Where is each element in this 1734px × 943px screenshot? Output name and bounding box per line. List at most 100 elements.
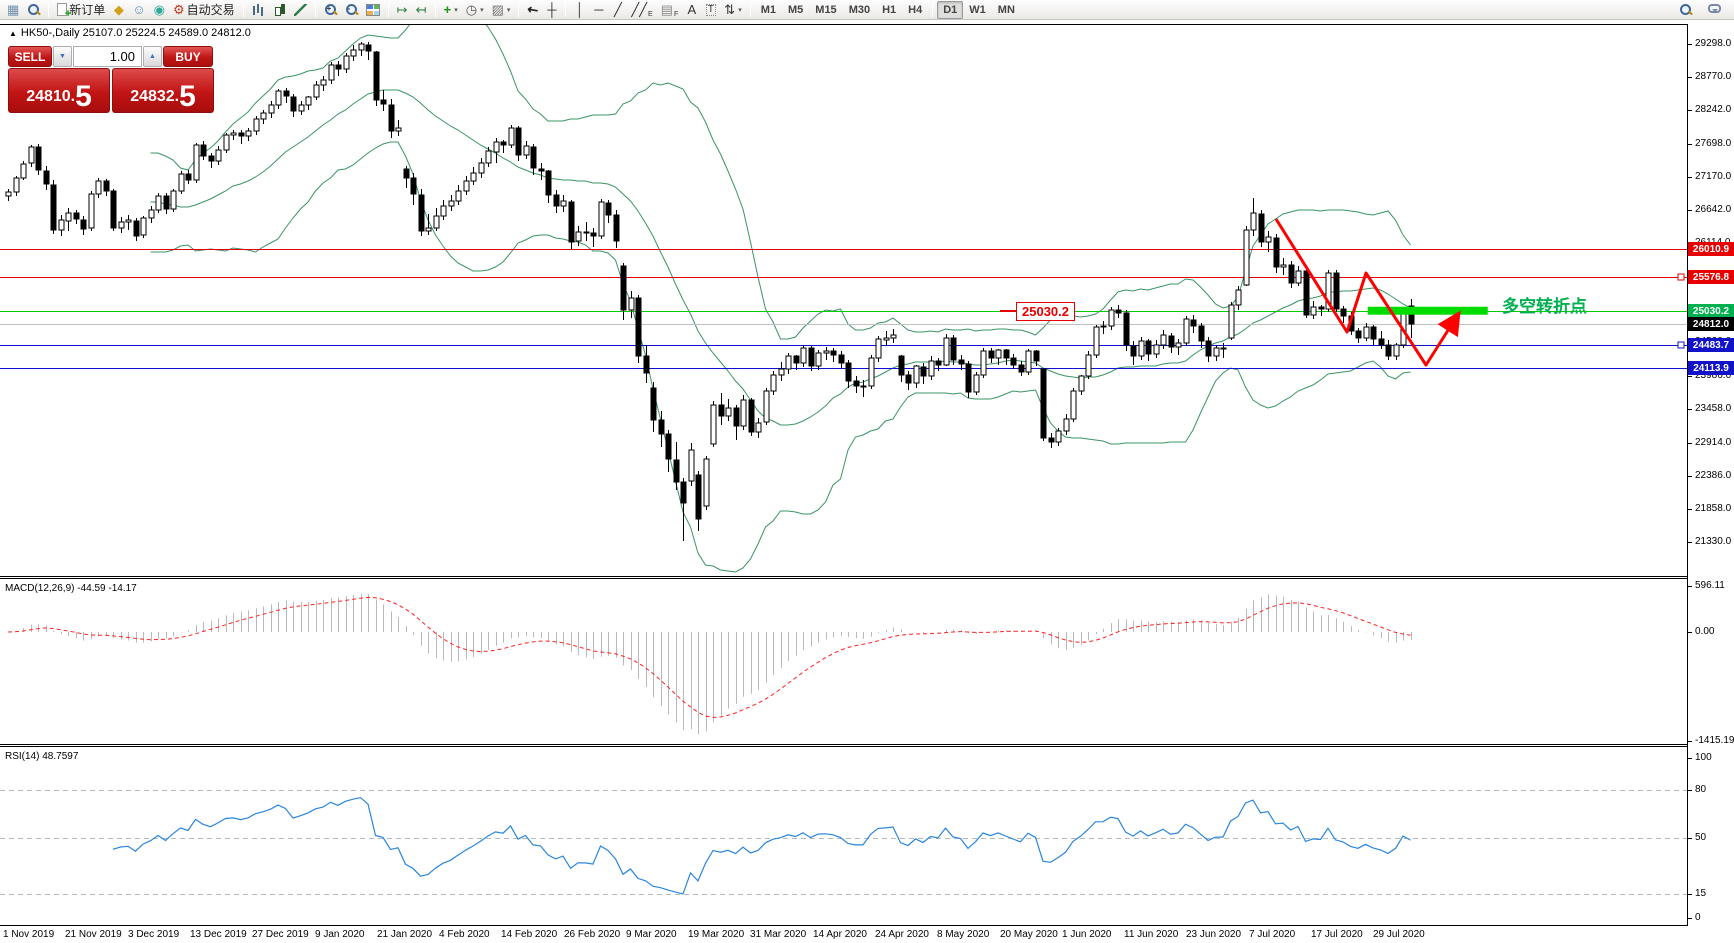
rsi-chart[interactable] bbox=[0, 747, 1688, 924]
price-badge: 24812.0 bbox=[1688, 317, 1734, 331]
price-badge: 25576.8 bbox=[1688, 270, 1734, 284]
sell-button[interactable]: SELL bbox=[8, 46, 52, 67]
indicators-dropdown-icon[interactable]: ▾ bbox=[454, 6, 458, 14]
main-toolbar: ▦新订单◆☺◉⚙自动交易+-↦↤+▾◷▾▨▾↖┼│─╱╱╱E▤FAT⇅▾M1M5… bbox=[0, 0, 1734, 20]
cursor-icon: ↖ bbox=[524, 0, 542, 19]
horizontal-line-icon: ─ bbox=[594, 2, 604, 17]
timeframe-w1-button[interactable]: W1 bbox=[969, 3, 986, 16]
date-axis-label: 19 Mar 2020 bbox=[688, 929, 745, 940]
new-order-button[interactable]: 新订单 bbox=[53, 1, 109, 20]
date-axis-label: 29 Jul 2020 bbox=[1373, 929, 1425, 940]
tile-windows-icon bbox=[365, 3, 380, 16]
date-axis-label: 8 May 2020 bbox=[937, 929, 990, 940]
metaeditor-button[interactable]: ◆ bbox=[109, 1, 128, 19]
arrows-dropdown-icon[interactable]: ▾ bbox=[738, 6, 742, 14]
macd-chart[interactable] bbox=[0, 579, 1688, 744]
macd-axis-label-tick bbox=[1688, 632, 1692, 633]
sell-price-display[interactable]: 24810. 5 bbox=[8, 68, 110, 113]
date-axis-label: 4 Feb 2020 bbox=[439, 929, 490, 940]
turning-point-label[interactable]: 多空转折点 bbox=[1502, 297, 1587, 316]
price-axis-label: 27698.0 bbox=[1695, 138, 1732, 149]
date-axis[interactable]: 1 Nov 2019 21 Nov 2019 3 Dec 2019 13 Dec 20… bbox=[0, 926, 1734, 943]
collapse-arrow-icon[interactable]: ▲ bbox=[9, 29, 17, 38]
periods-icon: ◷ bbox=[465, 2, 478, 17]
timeframe-m15-button[interactable]: M15 bbox=[815, 3, 837, 16]
fibonacci-sub-label: F bbox=[674, 10, 679, 18]
price-axis-label-tick bbox=[1688, 409, 1692, 410]
periods-button[interactable]: ◷ ▾ bbox=[462, 1, 488, 19]
auto-scroll-button[interactable]: ↦ bbox=[393, 1, 412, 19]
arrows-button[interactable]: ⇅ ▾ bbox=[720, 1, 745, 19]
fibonacci-button[interactable]: ▤ F bbox=[657, 1, 683, 19]
timeframe-m1-button[interactable]: M1 bbox=[760, 3, 776, 16]
profiles-icon bbox=[27, 3, 40, 16]
price-axis-label-tick bbox=[1688, 144, 1692, 145]
timeframe-mn-button[interactable]: MN bbox=[997, 3, 1015, 16]
buy-price-int: 24832. bbox=[130, 88, 180, 105]
volume-down-button[interactable]: ▼ bbox=[53, 46, 72, 67]
chart-title-text: HK50-,Daily 25107.0 25224.5 24589.0 2481… bbox=[20, 27, 251, 39]
bar-chart-mode-button[interactable] bbox=[248, 1, 269, 19]
rsi-axis-label: 15 bbox=[1695, 888, 1707, 899]
trendline-icon: ╱ bbox=[613, 2, 622, 17]
profiles-button[interactable] bbox=[23, 1, 44, 19]
timeframe-h4-button[interactable]: H4 bbox=[908, 3, 923, 16]
mql5-community-icon: ☺ bbox=[132, 2, 146, 17]
signals-button[interactable]: ◉ bbox=[150, 1, 169, 19]
autotrading-label: 自动交易 bbox=[186, 3, 235, 17]
buy-price-display[interactable]: 24832. 5 bbox=[112, 68, 214, 113]
zoom-in-button[interactable]: + bbox=[320, 1, 341, 19]
cursor-button[interactable]: ↖ bbox=[523, 0, 542, 19]
text-button[interactable]: A bbox=[682, 1, 701, 19]
date-axis-label: 26 Feb 2020 bbox=[564, 929, 621, 940]
volume-up-button[interactable]: ▲ bbox=[143, 46, 162, 67]
trendline-button[interactable]: ╱ bbox=[608, 1, 627, 19]
main-chart-pane[interactable]: 25030.2 多空转折点 bbox=[0, 24, 1688, 576]
macd-indicator-pane[interactable] bbox=[0, 579, 1688, 744]
zoom-out-button[interactable]: - bbox=[341, 1, 362, 19]
chat-button[interactable] bbox=[1704, 1, 1725, 19]
pane-border bbox=[0, 925, 1688, 926]
autotrading-button[interactable]: ⚙ 自动交易 bbox=[169, 1, 239, 19]
chart-shift-button[interactable]: ↤ bbox=[412, 1, 431, 19]
timeframe-h1-button[interactable]: H1 bbox=[882, 3, 897, 16]
templates-dropdown-icon[interactable]: ▾ bbox=[506, 6, 511, 14]
line-chart-mode-icon bbox=[293, 3, 307, 16]
timeframe-d1-button[interactable]: D1 bbox=[937, 0, 964, 19]
timeframe-m30-button[interactable]: M30 bbox=[848, 3, 871, 16]
candlestick-mode-icon bbox=[273, 3, 286, 16]
chart-shift-icon: ↤ bbox=[415, 2, 427, 17]
date-axis-label: 31 Mar 2020 bbox=[750, 929, 807, 940]
price-axis[interactable]: 29298.0 28770.0 28242.0 27698.0 27170.0 26642… bbox=[1688, 24, 1734, 926]
date-axis-label: 17 Jul 2020 bbox=[1311, 929, 1363, 940]
mql5-community-button[interactable]: ☺ bbox=[128, 1, 149, 19]
price-annotation-box[interactable]: 25030.2 bbox=[1016, 302, 1075, 321]
buy-button[interactable]: BUY bbox=[163, 46, 213, 67]
price-axis-label-tick bbox=[1688, 542, 1692, 543]
horizontal-line-button[interactable]: ─ bbox=[589, 1, 608, 19]
text-label-button[interactable]: T bbox=[701, 1, 720, 19]
price-axis-label: 21330.0 bbox=[1695, 536, 1732, 547]
crosshair-button[interactable]: ┼ bbox=[542, 1, 561, 19]
rsi-indicator-pane[interactable] bbox=[0, 747, 1688, 924]
autotrading-icon: ⚙ bbox=[172, 2, 185, 17]
candlestick-mode-button[interactable] bbox=[269, 1, 290, 19]
candlestick-chart[interactable] bbox=[0, 24, 1688, 575]
rsi-axis-label: 50 bbox=[1695, 832, 1707, 843]
indicators-button[interactable]: + ▾ bbox=[440, 1, 462, 19]
timeframe-m5-button[interactable]: M5 bbox=[788, 3, 804, 16]
vertical-line-button[interactable]: │ bbox=[570, 1, 589, 19]
equidistant-channel-sub-label: E bbox=[648, 10, 653, 18]
chat-icon bbox=[1708, 4, 1721, 13]
zoom-in-icon: + bbox=[324, 3, 337, 16]
periods-dropdown-icon[interactable]: ▾ bbox=[480, 6, 484, 14]
line-chart-mode-button[interactable] bbox=[290, 1, 311, 19]
price-axis-label-tick bbox=[1688, 509, 1692, 510]
volume-input[interactable] bbox=[73, 46, 142, 67]
equidistant-channel-button[interactable]: ╱╱ E bbox=[627, 1, 656, 19]
search-button[interactable] bbox=[1675, 1, 1696, 19]
new-chart-button[interactable]: ▦ bbox=[3, 1, 23, 19]
metaeditor-icon: ◆ bbox=[113, 2, 124, 17]
templates-button[interactable]: ▨ ▾ bbox=[488, 1, 515, 19]
tile-windows-button[interactable] bbox=[362, 1, 384, 19]
